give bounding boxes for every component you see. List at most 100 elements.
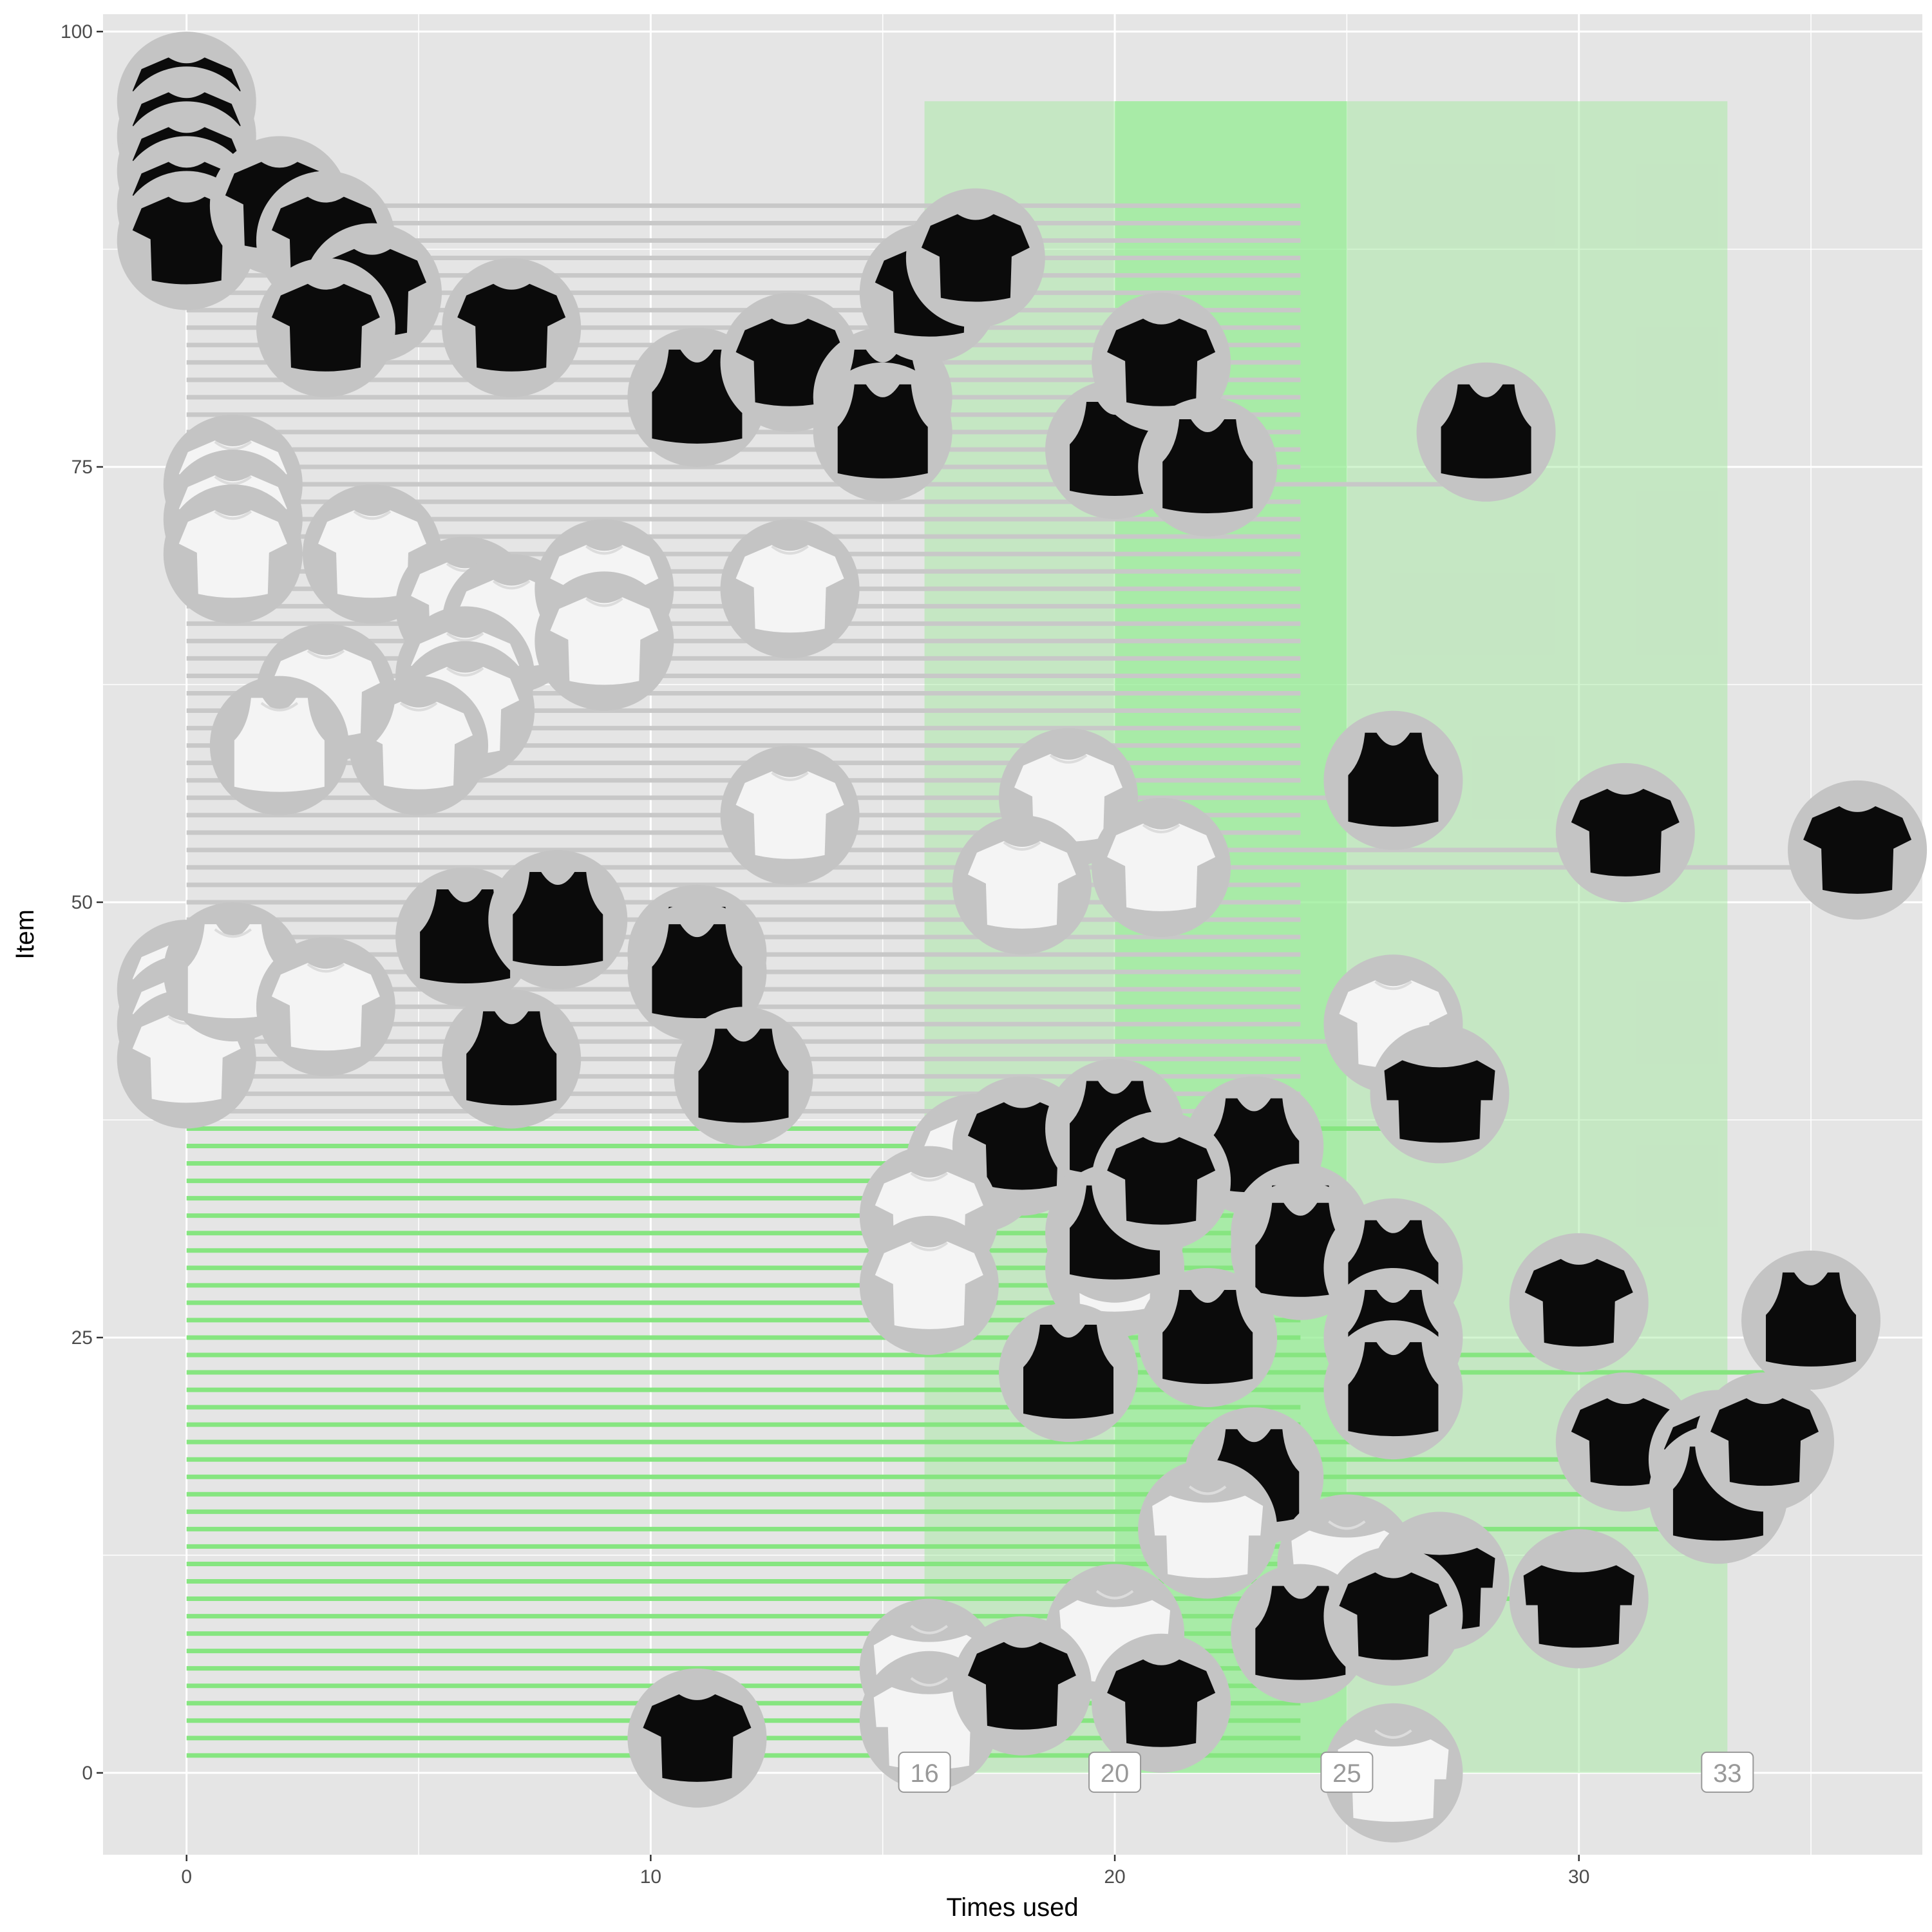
item-marker [256,937,395,1077]
garment-neckline [585,597,623,607]
item-marker [1509,1529,1649,1669]
item-marker [720,745,860,885]
garment-neckline [910,1172,949,1182]
y-tick-label: 100 [61,21,93,43]
item-marker [1323,710,1463,850]
garment-neckline [492,580,531,590]
garment-neckline [910,1242,949,1251]
item-marker [1323,1546,1463,1686]
garment-neckline [585,545,623,555]
garment-neckline [307,649,345,659]
item-marker [163,484,303,624]
percentile-label-text: 20 [1101,1759,1130,1788]
percentile-label-text: 16 [910,1759,939,1788]
item-marker [998,1303,1138,1443]
item-marker [627,1668,767,1808]
y-tick-label: 50 [71,892,93,913]
item-marker [1694,1372,1834,1512]
garment-black-tee [1107,318,1216,406]
item-marker [1416,362,1556,502]
item-marker [1092,292,1231,432]
garment-black-tank [466,1011,557,1106]
garment-black-tee [271,283,380,372]
y-axis: 0 25 50 75 100 [61,21,103,1784]
item-marker [1138,1459,1278,1599]
garment-neckline [910,1677,949,1687]
item-marker [720,519,860,659]
garment-white-tee [875,1241,983,1329]
garment-black-tee [1571,788,1680,876]
garment-black-scoop [1384,1060,1495,1143]
percentile-label: 16 [898,1751,951,1793]
garment-black-tee [921,214,1030,302]
item-marker [349,676,489,815]
percentile-label: 25 [1320,1751,1374,1793]
garment-black-tee [1803,806,1912,894]
garment-neckline [214,440,252,450]
garment-neckline [214,475,252,485]
garment-black-tank [1023,1325,1113,1419]
garment-neckline [1095,1590,1134,1600]
garment-black-tee [643,1694,752,1782]
item-marker [256,258,395,397]
item-marker [1092,797,1231,937]
percentile-labels: 16 20 25 33 [898,1751,1754,1793]
garment-neckline [260,702,299,712]
garment-black-tank [1348,1342,1439,1437]
x-axis: 0 10 20 30 [181,1855,1589,1888]
item-marker [209,676,349,815]
garment-black-tank [1255,1202,1346,1297]
garment-neckline [771,545,809,555]
percentile-label-box [898,1751,951,1793]
garment-neckline [910,1625,949,1634]
garment-black-tank [837,384,928,478]
item-marker [535,571,674,711]
garment-neckline [214,510,252,520]
garment-white-tee [735,545,844,633]
x-tick-label: 0 [181,1866,192,1888]
item-marker [627,902,767,1042]
garment-neckline [353,510,392,520]
garment-white-tee [178,510,287,598]
item-marker [1138,397,1278,537]
percentile-label: 33 [1701,1751,1754,1793]
garment-white-tee [967,840,1076,929]
garment-black-tank [1255,1586,1346,1680]
garment-black-tank [1441,384,1531,478]
item-marker [488,850,628,990]
y-tick-label: 25 [71,1327,93,1349]
item-marker [1555,762,1695,902]
item-marker [813,362,952,502]
x-tick-label: 30 [1568,1866,1589,1888]
garment-neckline [1328,1520,1366,1530]
garment-black-tank [652,924,743,1019]
garment-black-tee [457,283,566,372]
item-marker [905,188,1045,328]
garment-black-tee [967,1642,1076,1730]
garment-white-tee [550,597,659,685]
garment-neckline [1142,824,1180,833]
garment-white-tee [1107,823,1216,911]
garment-black-tee [1107,1659,1216,1747]
garment-white-tank [187,924,278,1019]
item-markers [117,32,1927,1842]
x-axis-title: Times used [946,1893,1078,1922]
percentile-label-box [1701,1751,1754,1793]
item-marker [442,258,582,397]
garment-neckline [771,772,809,781]
garment-neckline [214,928,252,938]
item-marker [1509,1233,1649,1372]
garment-white-tank [234,697,325,792]
garment-black-scoop [1523,1565,1634,1648]
garment-neckline [399,702,438,712]
item-marker [1741,1250,1881,1390]
garment-black-tank [1348,732,1439,827]
garment-neckline [1049,754,1088,764]
item-marker [1323,1320,1463,1460]
garment-white-tee [317,510,426,598]
percentile-label-text: 25 [1332,1759,1361,1788]
y-tick-label: 75 [71,457,93,478]
garment-black-tee [1524,1258,1633,1347]
y-axis-title: Item [11,909,39,960]
item-marker [859,1215,999,1355]
